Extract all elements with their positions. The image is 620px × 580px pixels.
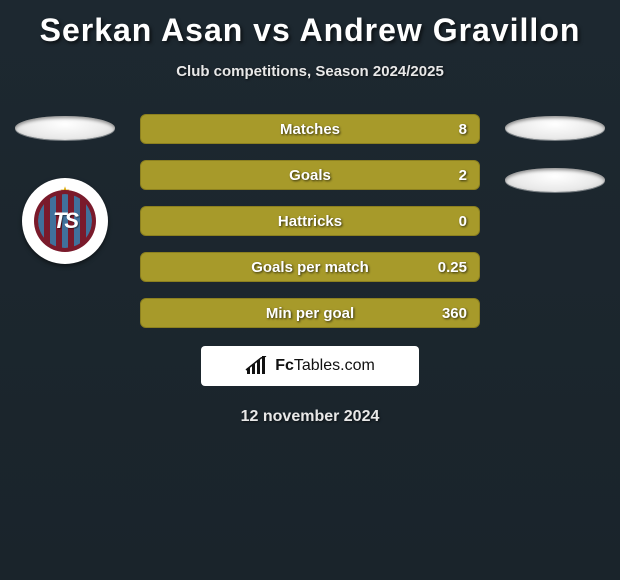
stat-label: Goals per match <box>251 259 369 276</box>
stat-row: Goals per match 0.25 <box>140 252 480 282</box>
stat-label: Min per goal <box>266 305 354 322</box>
stat-row: Matches 8 <box>140 114 480 144</box>
stat-label: Matches <box>280 121 340 138</box>
brand-suffix: .com <box>340 357 375 374</box>
bars-chart-icon <box>245 356 269 376</box>
stat-bars: Matches 8 Goals 2 Hattricks 0 Goals per match 0… <box>140 114 480 328</box>
page-subtitle: Club competitions, Season 2024/2025 <box>0 63 620 80</box>
brand-text: FcTables.com <box>275 357 375 375</box>
stat-row: Min per goal 360 <box>140 298 480 328</box>
page-title: Serkan Asan vs Andrew Gravillon <box>0 0 620 49</box>
player-silhouette-right-2 <box>505 168 605 192</box>
stat-row: Hattricks 0 <box>140 206 480 236</box>
stat-label: Hattricks <box>278 213 342 230</box>
club-badge: ★ TS <box>22 178 108 264</box>
stat-value: 0.25 <box>438 259 467 276</box>
player-silhouette-left <box>15 116 115 140</box>
brand-bold: Fc <box>275 357 294 374</box>
brand-box[interactable]: FcTables.com <box>201 346 419 386</box>
generated-date: 12 november 2024 <box>0 408 620 426</box>
club-badge-inner: TS <box>34 190 96 252</box>
right-player-column <box>500 114 610 192</box>
stat-value: 360 <box>442 305 467 322</box>
stat-value: 2 <box>459 167 467 184</box>
brand-rest: Tables <box>294 357 340 374</box>
content-area: ★ TS Matches 8 Goals 2 Hattricks 0 Goals per m… <box>0 114 620 328</box>
club-initials: TS <box>53 208 77 234</box>
player-silhouette-right-1 <box>505 116 605 140</box>
stat-label: Goals <box>289 167 331 184</box>
stat-value: 0 <box>459 213 467 230</box>
stat-value: 8 <box>459 121 467 138</box>
stat-row: Goals 2 <box>140 160 480 190</box>
left-player-column: ★ TS <box>10 114 120 264</box>
